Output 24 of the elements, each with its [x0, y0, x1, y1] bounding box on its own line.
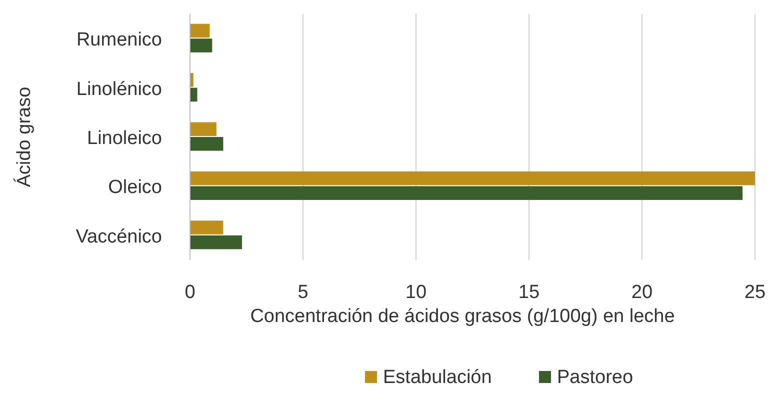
y-tick-label: Linolénico [76, 78, 162, 100]
bar [190, 122, 216, 136]
x-tick-label: 25 [744, 282, 766, 303]
bar [190, 186, 743, 200]
bar [190, 235, 242, 250]
x-tick-label: 15 [518, 282, 540, 303]
y-tick-label: Rumenico [76, 30, 162, 51]
y-tick-label: Vaccénico [76, 226, 162, 248]
x-tick-label: 0 [184, 282, 196, 303]
legend-label: Estabulación [383, 367, 492, 388]
x-tick-label: 5 [298, 282, 308, 303]
y-axis-title: Ácido graso [13, 86, 35, 188]
y-tick-label: Oleico [108, 177, 162, 198]
legend-label: Pastoreo [557, 367, 634, 388]
y-tick-label: Linoleico [87, 128, 162, 149]
x-tick-label: 10 [405, 282, 427, 303]
bar [190, 24, 210, 38]
bar [190, 73, 194, 87]
bar [190, 137, 224, 151]
x-tick-label: 20 [631, 282, 653, 303]
bar [190, 220, 224, 234]
bar [190, 38, 212, 52]
x-axis-title: Concentración de ácidos grasos (g/100g) en leche [250, 306, 675, 327]
bar [190, 171, 755, 186]
